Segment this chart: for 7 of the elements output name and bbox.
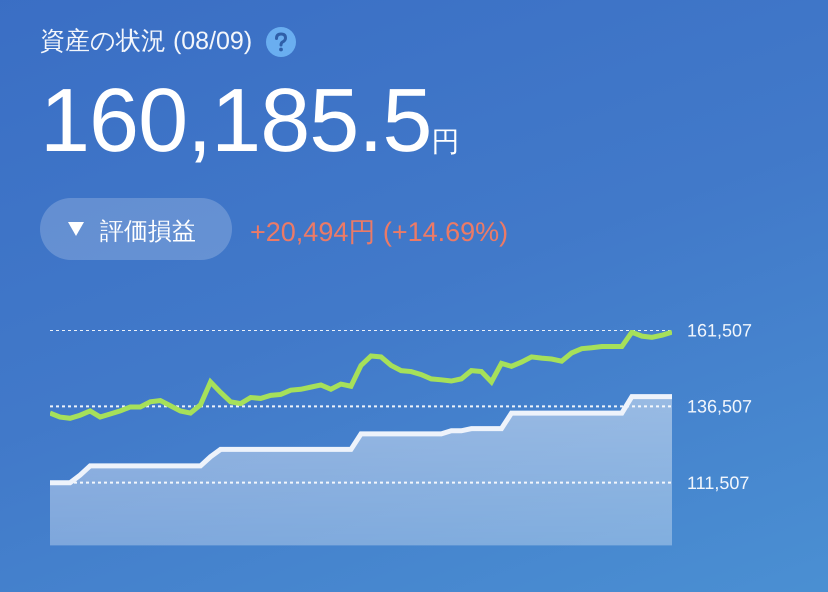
y-tick-label: 111,507 — [687, 472, 750, 493]
y-tick-label: 136,507 — [687, 396, 752, 417]
chart-title: 資産の状況 (08/09) — [40, 26, 252, 57]
y-tick-label: 161,507 — [687, 320, 752, 340]
text: 160,185.5円 — [40, 70, 460, 173]
text: 評価損益 — [100, 217, 196, 247]
text: +20,494円 (+14.69%) — [250, 216, 508, 249]
